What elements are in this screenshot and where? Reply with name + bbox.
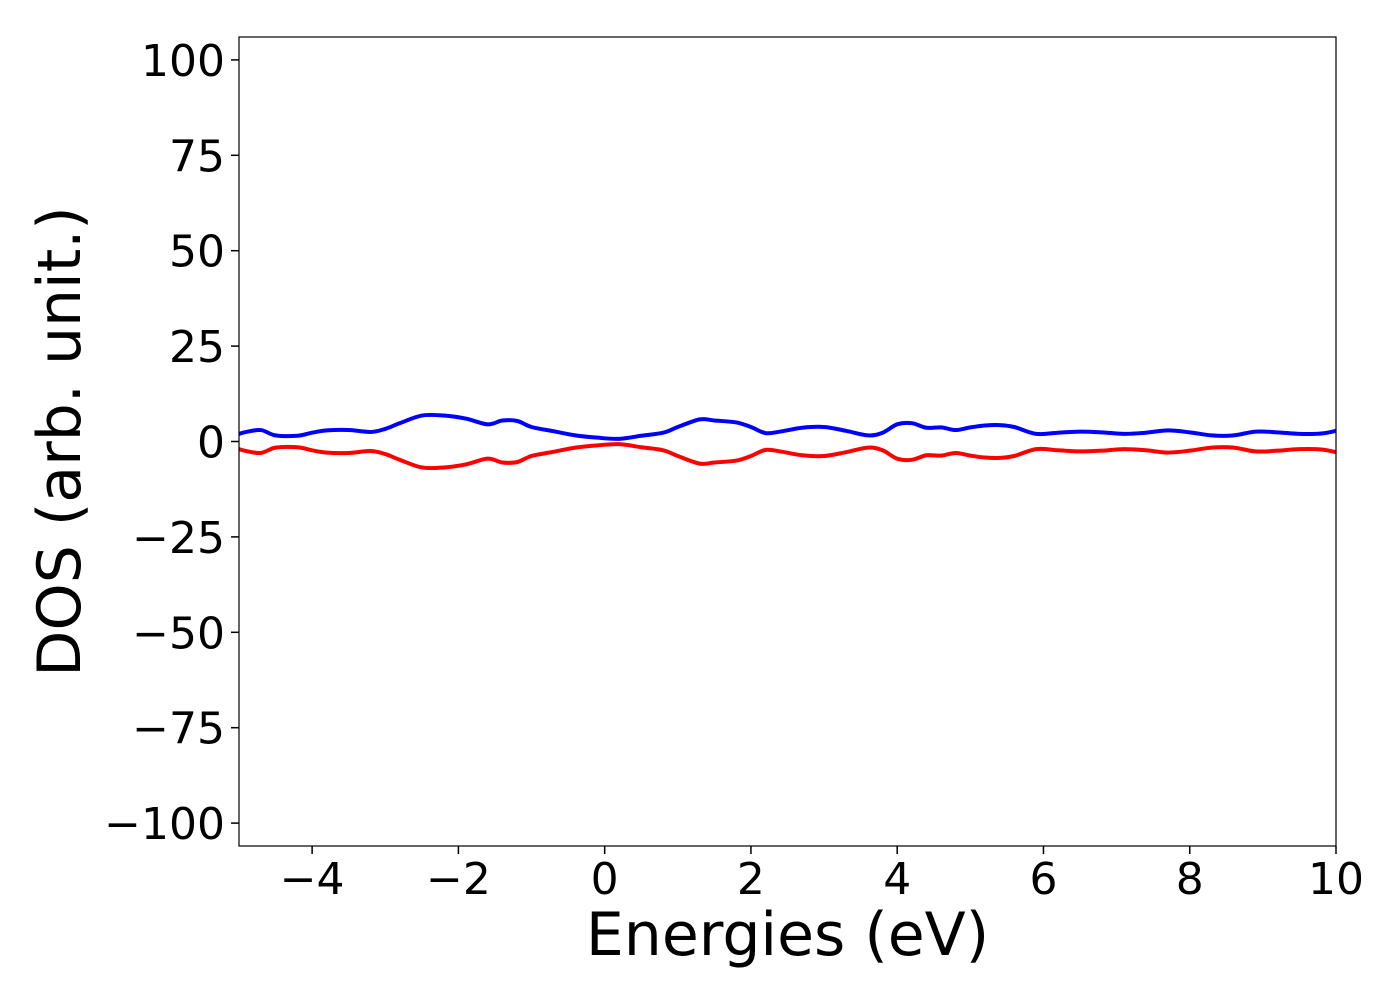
x-tick-label: 4 xyxy=(883,854,911,905)
y-tick-label: 100 xyxy=(141,36,225,87)
series-line-2 xyxy=(238,442,1337,471)
x-tick-label: −2 xyxy=(426,854,491,905)
x-tick-label: −4 xyxy=(280,854,345,905)
y-axis-label: DOS (arb. unit.) xyxy=(25,206,95,676)
y-axis: 100 75 50 25 0 −25 −50 −75 −100 xyxy=(104,36,239,850)
y-tick-label: −100 xyxy=(104,799,225,850)
x-tick-label: 8 xyxy=(1176,854,1204,905)
plot-area xyxy=(238,412,1337,471)
y-tick-label: −25 xyxy=(132,513,225,564)
x-axis: −4 −2 0 2 4 6 8 10 xyxy=(280,846,1364,905)
y-tick-label: 25 xyxy=(169,322,225,373)
x-tick-label: 0 xyxy=(591,854,619,905)
x-axis-label: Energies (eV) xyxy=(586,900,989,970)
y-tick-label: −50 xyxy=(132,608,225,659)
y-tick-label: 50 xyxy=(169,227,225,278)
x-tick-label: 6 xyxy=(1029,854,1057,905)
y-tick-label: 75 xyxy=(169,131,225,182)
x-tick-label: 10 xyxy=(1308,854,1364,905)
series-line-1 xyxy=(238,412,1337,441)
y-tick-label: 0 xyxy=(197,418,225,469)
x-tick-label: 2 xyxy=(737,854,765,905)
y-tick-label: −75 xyxy=(132,704,225,755)
